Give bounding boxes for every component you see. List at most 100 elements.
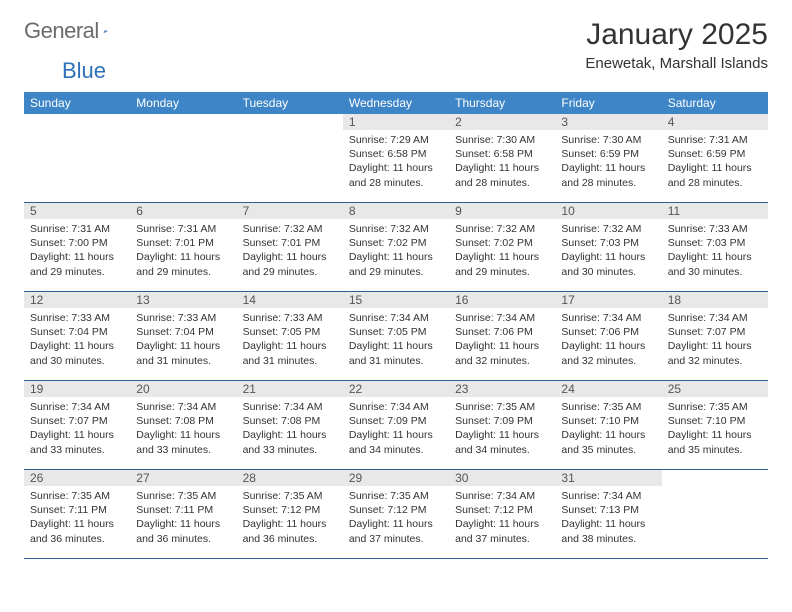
sunset-line: Sunset: 7:11 PM: [136, 503, 230, 517]
daylight-line: Daylight: 11 hours and 37 minutes.: [455, 517, 549, 545]
day-details: Sunrise: 7:32 AMSunset: 7:02 PMDaylight:…: [343, 219, 449, 285]
sunset-line: Sunset: 7:07 PM: [668, 325, 762, 339]
day-number: 21: [237, 381, 343, 397]
daylight-line: Daylight: 11 hours and 36 minutes.: [136, 517, 230, 545]
day-number: 31: [555, 470, 661, 486]
day-header-saturday: Saturday: [662, 92, 768, 114]
day-number: 15: [343, 292, 449, 308]
day-cell: 24Sunrise: 7:35 AMSunset: 7:10 PMDayligh…: [555, 381, 661, 470]
sunrise-line: Sunrise: 7:32 AM: [455, 222, 549, 236]
sunset-line: Sunset: 7:13 PM: [561, 503, 655, 517]
day-number: 6: [130, 203, 236, 219]
day-details: Sunrise: 7:35 AMSunset: 7:12 PMDaylight:…: [343, 486, 449, 552]
empty-cell: [662, 470, 768, 559]
day-details: Sunrise: 7:34 AMSunset: 7:06 PMDaylight:…: [449, 308, 555, 374]
day-details: Sunrise: 7:33 AMSunset: 7:03 PMDaylight:…: [662, 219, 768, 285]
sunrise-line: Sunrise: 7:33 AM: [30, 311, 124, 325]
daylight-line: Daylight: 11 hours and 37 minutes.: [349, 517, 443, 545]
day-number: 16: [449, 292, 555, 308]
day-cell: 31Sunrise: 7:34 AMSunset: 7:13 PMDayligh…: [555, 470, 661, 559]
day-cell: 19Sunrise: 7:34 AMSunset: 7:07 PMDayligh…: [24, 381, 130, 470]
sunset-line: Sunset: 7:09 PM: [455, 414, 549, 428]
day-cell: 13Sunrise: 7:33 AMSunset: 7:04 PMDayligh…: [130, 292, 236, 381]
day-number: 1: [343, 114, 449, 130]
sunset-line: Sunset: 7:06 PM: [455, 325, 549, 339]
sunset-line: Sunset: 6:58 PM: [349, 147, 443, 161]
sail-icon: [103, 21, 108, 41]
sunset-line: Sunset: 7:11 PM: [30, 503, 124, 517]
day-number: 7: [237, 203, 343, 219]
day-number: 26: [24, 470, 130, 486]
sunset-line: Sunset: 7:02 PM: [455, 236, 549, 250]
day-details: Sunrise: 7:31 AMSunset: 7:00 PMDaylight:…: [24, 219, 130, 285]
sunrise-line: Sunrise: 7:33 AM: [243, 311, 337, 325]
day-details: Sunrise: 7:35 AMSunset: 7:11 PMDaylight:…: [24, 486, 130, 552]
day-number: 22: [343, 381, 449, 397]
day-header-tuesday: Tuesday: [237, 92, 343, 114]
daylight-line: Daylight: 11 hours and 30 minutes.: [30, 339, 124, 367]
sunset-line: Sunset: 7:12 PM: [455, 503, 549, 517]
day-cell: 15Sunrise: 7:34 AMSunset: 7:05 PMDayligh…: [343, 292, 449, 381]
sunrise-line: Sunrise: 7:35 AM: [349, 489, 443, 503]
sunrise-line: Sunrise: 7:35 AM: [668, 400, 762, 414]
sunrise-line: Sunrise: 7:31 AM: [30, 222, 124, 236]
day-details: Sunrise: 7:35 AMSunset: 7:10 PMDaylight:…: [662, 397, 768, 463]
day-number: 25: [662, 381, 768, 397]
sunset-line: Sunset: 7:08 PM: [243, 414, 337, 428]
day-cell: 22Sunrise: 7:34 AMSunset: 7:09 PMDayligh…: [343, 381, 449, 470]
calendar-table: SundayMondayTuesdayWednesdayThursdayFrid…: [24, 92, 768, 559]
day-number: 17: [555, 292, 661, 308]
sunset-line: Sunset: 7:03 PM: [561, 236, 655, 250]
week-row: 19Sunrise: 7:34 AMSunset: 7:07 PMDayligh…: [24, 381, 768, 470]
day-cell: 29Sunrise: 7:35 AMSunset: 7:12 PMDayligh…: [343, 470, 449, 559]
day-cell: 20Sunrise: 7:34 AMSunset: 7:08 PMDayligh…: [130, 381, 236, 470]
sunrise-line: Sunrise: 7:35 AM: [30, 489, 124, 503]
sunrise-line: Sunrise: 7:33 AM: [136, 311, 230, 325]
week-row: 26Sunrise: 7:35 AMSunset: 7:11 PMDayligh…: [24, 470, 768, 559]
day-cell: 30Sunrise: 7:34 AMSunset: 7:12 PMDayligh…: [449, 470, 555, 559]
day-number: 9: [449, 203, 555, 219]
day-cell: 18Sunrise: 7:34 AMSunset: 7:07 PMDayligh…: [662, 292, 768, 381]
day-details: Sunrise: 7:34 AMSunset: 7:07 PMDaylight:…: [24, 397, 130, 463]
day-number: 8: [343, 203, 449, 219]
daylight-line: Daylight: 11 hours and 29 minutes.: [136, 250, 230, 278]
daylight-line: Daylight: 11 hours and 28 minutes.: [455, 161, 549, 189]
day-details: Sunrise: 7:35 AMSunset: 7:10 PMDaylight:…: [555, 397, 661, 463]
daylight-line: Daylight: 11 hours and 33 minutes.: [136, 428, 230, 456]
sunrise-line: Sunrise: 7:34 AM: [349, 400, 443, 414]
day-details: Sunrise: 7:31 AMSunset: 7:01 PMDaylight:…: [130, 219, 236, 285]
day-details: Sunrise: 7:34 AMSunset: 7:05 PMDaylight:…: [343, 308, 449, 374]
day-details: Sunrise: 7:31 AMSunset: 6:59 PMDaylight:…: [662, 130, 768, 196]
sunrise-line: Sunrise: 7:34 AM: [561, 489, 655, 503]
day-cell: 4Sunrise: 7:31 AMSunset: 6:59 PMDaylight…: [662, 114, 768, 203]
sunrise-line: Sunrise: 7:34 AM: [243, 400, 337, 414]
day-number: 19: [24, 381, 130, 397]
sunset-line: Sunset: 7:04 PM: [136, 325, 230, 339]
daylight-line: Daylight: 11 hours and 32 minutes.: [668, 339, 762, 367]
sunset-line: Sunset: 7:01 PM: [243, 236, 337, 250]
day-number: 23: [449, 381, 555, 397]
sunset-line: Sunset: 7:10 PM: [561, 414, 655, 428]
week-row: 1Sunrise: 7:29 AMSunset: 6:58 PMDaylight…: [24, 114, 768, 203]
day-details: Sunrise: 7:34 AMSunset: 7:08 PMDaylight:…: [130, 397, 236, 463]
daylight-line: Daylight: 11 hours and 35 minutes.: [561, 428, 655, 456]
day-number: 27: [130, 470, 236, 486]
daylight-line: Daylight: 11 hours and 34 minutes.: [455, 428, 549, 456]
sunrise-line: Sunrise: 7:35 AM: [561, 400, 655, 414]
sunrise-line: Sunrise: 7:34 AM: [455, 489, 549, 503]
day-cell: 16Sunrise: 7:34 AMSunset: 7:06 PMDayligh…: [449, 292, 555, 381]
daylight-line: Daylight: 11 hours and 30 minutes.: [668, 250, 762, 278]
sunrise-line: Sunrise: 7:34 AM: [561, 311, 655, 325]
sunrise-line: Sunrise: 7:34 AM: [455, 311, 549, 325]
sunset-line: Sunset: 7:10 PM: [668, 414, 762, 428]
day-cell: 7Sunrise: 7:32 AMSunset: 7:01 PMDaylight…: [237, 203, 343, 292]
day-number: 4: [662, 114, 768, 130]
sunrise-line: Sunrise: 7:35 AM: [455, 400, 549, 414]
month-title: January 2025: [585, 18, 768, 51]
daylight-line: Daylight: 11 hours and 30 minutes.: [561, 250, 655, 278]
day-cell: 27Sunrise: 7:35 AMSunset: 7:11 PMDayligh…: [130, 470, 236, 559]
sunset-line: Sunset: 7:08 PM: [136, 414, 230, 428]
sunrise-line: Sunrise: 7:30 AM: [455, 133, 549, 147]
sunset-line: Sunset: 7:12 PM: [349, 503, 443, 517]
sunset-line: Sunset: 7:02 PM: [349, 236, 443, 250]
